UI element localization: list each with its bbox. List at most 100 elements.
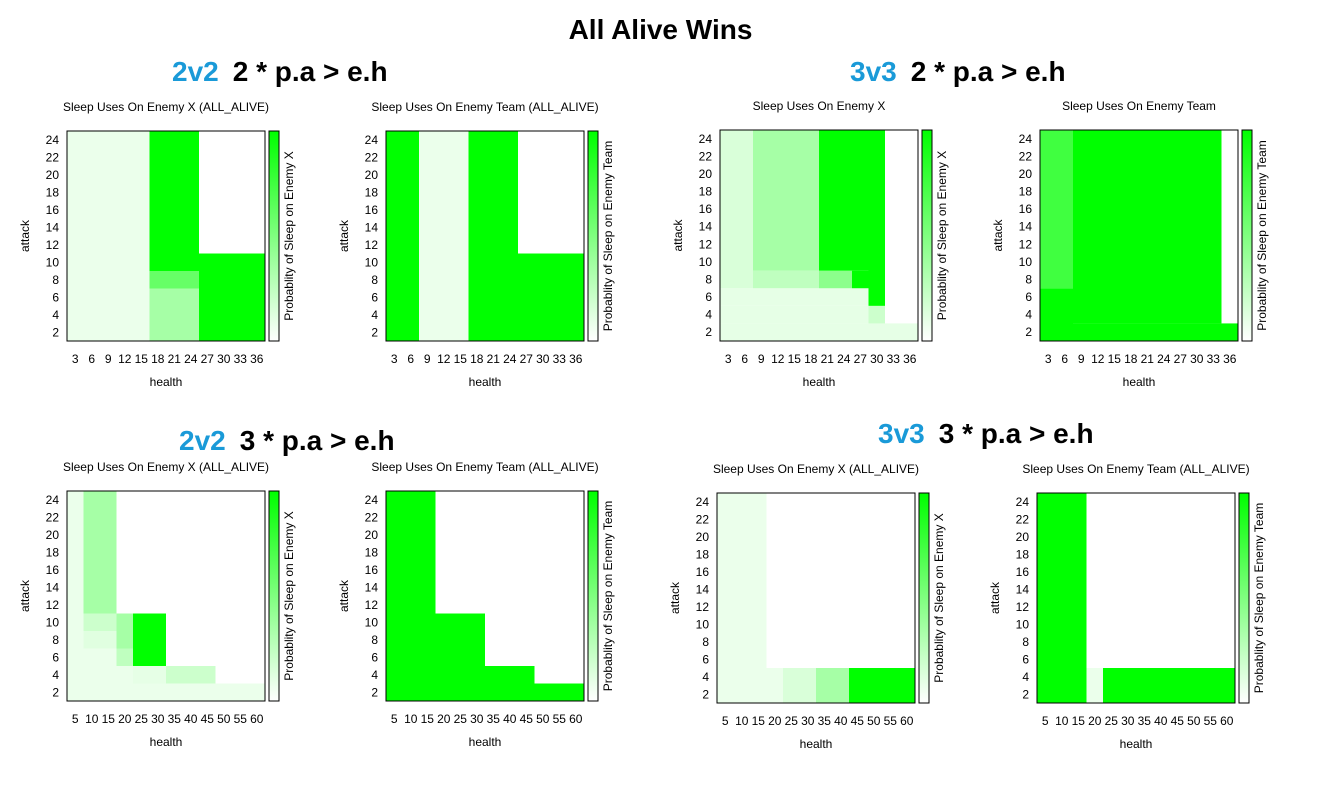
x-tick-label: 12 [771,352,785,366]
y-tick-label: 14 [365,220,379,234]
heatmap-cell [534,683,584,701]
group-heading: 2v2 2 * p.a > e.h [172,56,388,88]
colorbar-label: Probablity of Sleep on Enemy X [282,151,296,320]
y-tick-label: 4 [1022,670,1029,684]
heatmap-cell [720,130,753,289]
x-tick-label: 30 [151,712,165,726]
x-tick-label: 10 [1055,714,1069,728]
y-tick-label: 10 [365,255,379,269]
x-tick-label: 36 [569,352,583,366]
x-tick-label: 15 [421,712,435,726]
x-tick-label: 20 [437,712,451,726]
colorbar-label: Probablity of Sleep on Enemy Team [601,141,615,332]
heatmap-cell [468,131,518,341]
x-tick-label: 35 [168,712,182,726]
y-tick-label: 12 [46,238,60,252]
y-tick-label: 12 [696,600,710,614]
x-tick-label: 3 [72,352,79,366]
heatmap-cell [720,305,885,324]
group-condition: 3 * p.a > e.h [938,418,1094,449]
y-tick-label: 14 [1019,220,1033,234]
y-tick-label: 24 [365,133,379,147]
heatmap-cell [83,491,117,614]
x-tick-label: 9 [1078,352,1085,366]
y-tick-label: 22 [46,150,60,164]
y-tick-label: 4 [52,668,59,682]
x-tick-label: 15 [102,712,116,726]
heatmap-cell [1073,130,1222,324]
x-axis-label: health [469,375,502,389]
heatmap-panel: Sleep Uses On Enemy X3 6 9 12 15 18 21 24 27 30 33… [671,99,949,389]
y-axis-label: attack [337,579,351,612]
page-title: All Alive Wins [568,14,753,45]
x-axis-label: health [1123,375,1156,389]
x-tick-label: 10 [85,712,99,726]
x-tick-label: 21 [1141,352,1155,366]
x-tick-label: 24 [503,352,517,366]
y-tick-label: 24 [696,495,710,509]
x-tick-label: 5 [391,712,398,726]
x-tick-label: 3 [725,352,732,366]
x-tick-label: 27 [201,352,215,366]
heatmap-cell [133,683,265,701]
x-tick-label: 24 [1157,352,1171,366]
heatmap-cell [485,666,535,701]
y-tick-label: 24 [46,133,60,147]
heatmap-cell [720,323,918,341]
group-heading: 3v3 3 * p.a > e.h [878,418,1094,450]
y-tick-label: 16 [46,203,60,217]
x-tick-label: 10 [404,712,418,726]
x-tick-label: 30 [1190,352,1204,366]
heatmap-cell [816,668,849,703]
heatmap-cell [386,491,436,701]
colorbar [587,490,599,702]
heatmap-cell [720,288,869,306]
y-tick-label: 16 [696,565,710,579]
y-tick-label: 12 [1019,237,1033,251]
y-tick-label: 20 [696,530,710,544]
heatmap-cell [116,613,133,649]
heatmap-cell [1086,668,1103,703]
x-tick-label: 33 [887,352,901,366]
y-tick-label: 6 [371,290,378,304]
y-tick-label: 20 [1019,167,1033,181]
y-tick-label: 6 [371,650,378,664]
y-tick-label: 2 [702,687,709,701]
heatmap-cell [1073,323,1238,341]
chart-title: Sleep Uses On Enemy X (ALL_ALIVE) [63,100,269,114]
y-axis-label: attack [18,219,32,252]
colorbar [918,492,930,704]
heatmap-cell [116,648,133,666]
y-tick-label: 18 [1019,185,1033,199]
x-tick-label: 50 [867,714,881,728]
x-tick-label: 45 [851,714,865,728]
x-tick-label: 25 [135,712,149,726]
plot-frame [1039,129,1239,342]
group-heading: 3v3 2 * p.a > e.h [850,56,1066,88]
y-tick-label: 6 [52,290,59,304]
y-tick-label: 4 [371,308,378,322]
x-tick-label: 9 [105,352,112,366]
heatmap-cell [819,130,869,271]
chart-title: Sleep Uses On Enemy X (ALL_ALIVE) [63,460,269,474]
y-tick-label: 16 [1016,565,1030,579]
y-tick-label: 6 [1022,652,1029,666]
x-tick-label: 12 [437,352,451,366]
y-tick-label: 18 [699,185,713,199]
x-tick-label: 20 [1088,714,1102,728]
y-tick-label: 10 [46,255,60,269]
x-tick-label: 21 [487,352,501,366]
x-tick-label: 33 [234,352,248,366]
x-tick-label: 6 [88,352,95,366]
colorbar-label: Probablity of Sleep on Enemy X [935,151,949,320]
y-tick-label: 6 [705,290,712,304]
x-tick-label: 36 [250,352,264,366]
x-tick-label: 24 [184,352,198,366]
x-tick-label: 55 [234,712,248,726]
x-tick-label: 40 [184,712,198,726]
heatmap-cell [753,130,819,271]
x-tick-label: 15 [788,352,802,366]
x-tick-label: 18 [151,352,165,366]
y-tick-label: 24 [1016,495,1030,509]
heatmap-cell [386,131,419,341]
